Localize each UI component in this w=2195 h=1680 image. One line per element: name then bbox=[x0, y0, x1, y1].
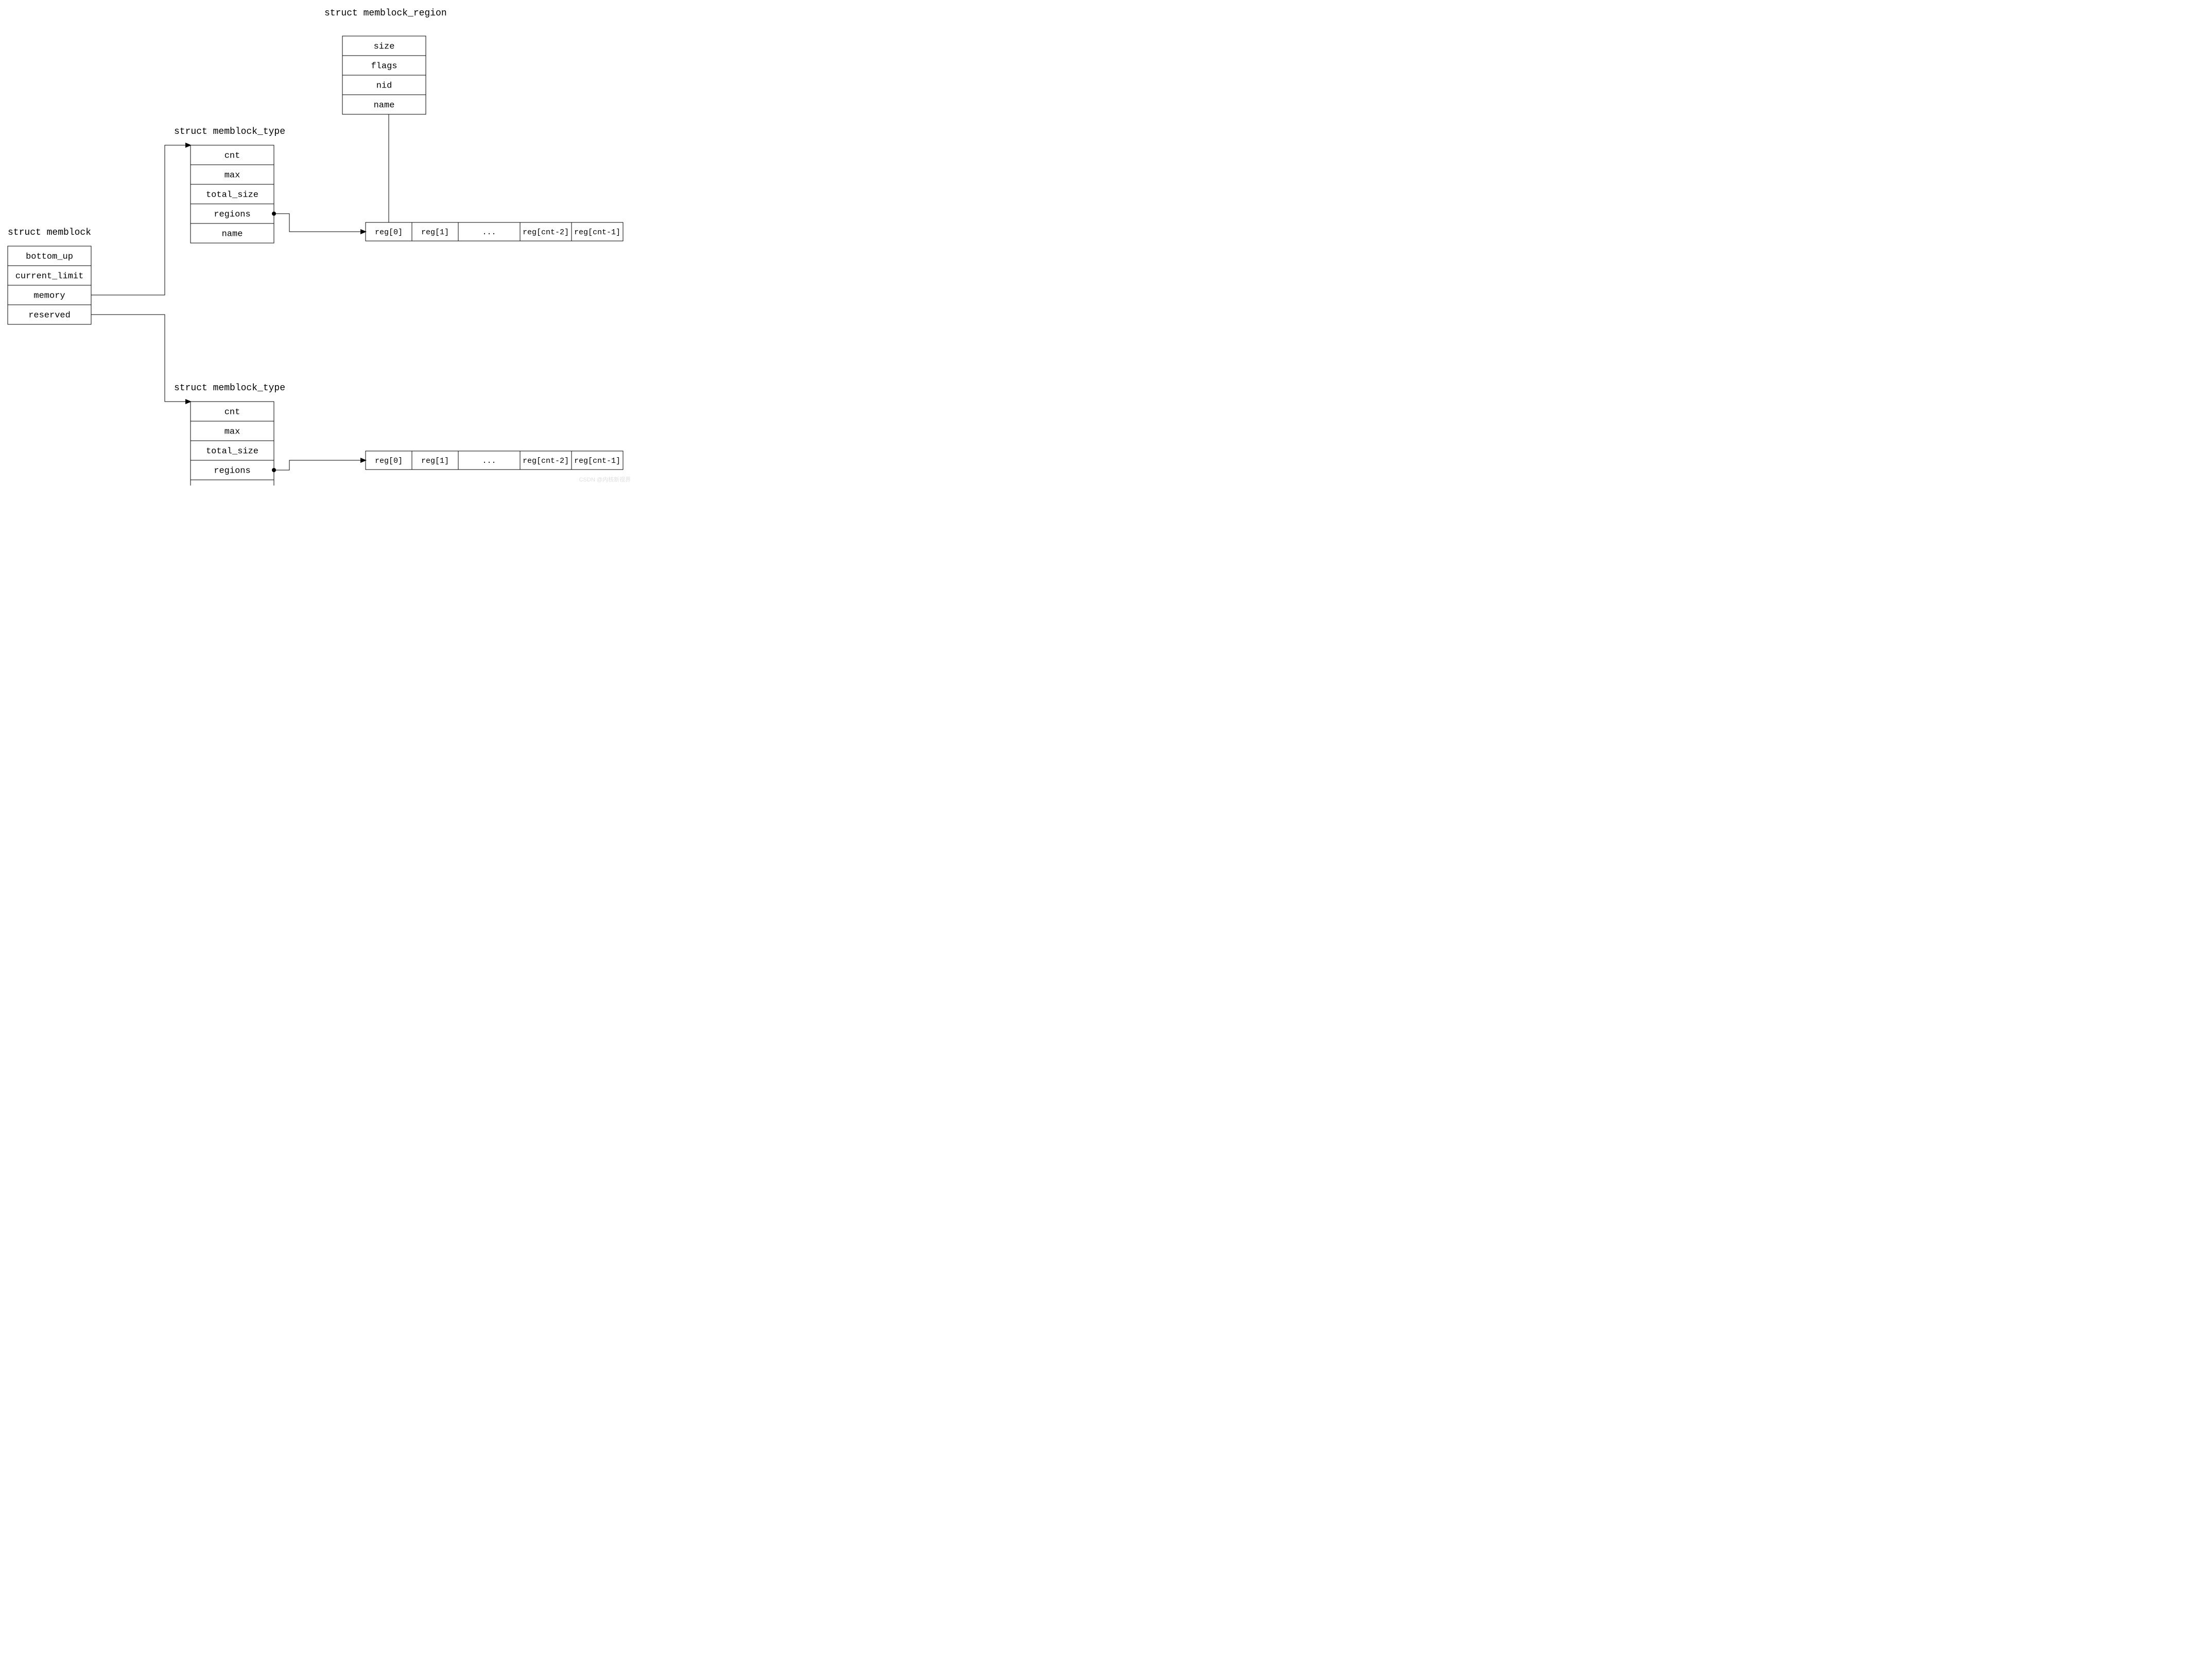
memblock-type-2-struct-field-regions-label: regions bbox=[214, 466, 250, 476]
reg-array-1-cell-0-label: reg[0] bbox=[375, 228, 403, 237]
memblock-type-2-struct-field-total_size-label: total_size bbox=[206, 446, 258, 456]
reg-array-2-cell-4-label: reg[cnt-1] bbox=[574, 457, 620, 465]
diagram-canvas: struct memblock bottom_up current_limitmem… bbox=[0, 0, 634, 486]
memblock-region-struct-field-nid-label: nid bbox=[376, 81, 392, 91]
reg-array-2-cell-3-label: reg[cnt-2] bbox=[523, 457, 569, 465]
reg-array-1-cell-2-label: ... bbox=[482, 228, 496, 237]
reg-array-1-cell-1-label: reg[1] bbox=[421, 228, 449, 237]
memblock-type-2-struct-field-max-label: max bbox=[224, 427, 240, 437]
memblock-region-struct-field-size-label: size bbox=[374, 42, 395, 51]
memblock-type-1-struct-field-name-label: name bbox=[222, 229, 243, 239]
memblock-region-struct-field-name-label: name bbox=[374, 100, 395, 110]
reg-array-1-cell-4-label: reg[cnt-1] bbox=[574, 228, 620, 237]
memblock-type-1-struct-title: struct memblock_type bbox=[174, 127, 285, 137]
edge-type2-regions-to-array bbox=[274, 460, 366, 470]
memblock-struct-title: struct memblock bbox=[8, 228, 91, 238]
reg-array-2-cell-0-label: reg[0] bbox=[375, 457, 403, 465]
memblock-region-struct-title: struct memblock_region bbox=[324, 8, 447, 19]
memblock-type-1-struct-field-cnt-label: cnt bbox=[224, 151, 240, 161]
reg-array-2-cell-1-label: reg[1] bbox=[421, 457, 449, 465]
memblock-type-1-struct-field-total_size-label: total_size bbox=[206, 190, 258, 200]
memblock-struct-field-current_limit-label: current_limit bbox=[15, 271, 84, 281]
memblock-struct-field-memory-label: memory bbox=[33, 291, 65, 301]
reg-array-2-cell-2-label: ... bbox=[482, 457, 496, 465]
reg-array-1-cell-3-label: reg[cnt-2] bbox=[523, 228, 569, 237]
memblock-type-2-struct-field-name bbox=[191, 480, 274, 486]
memblock-struct-field-reserved-label: reserved bbox=[28, 310, 71, 320]
memblock-struct-field-bottom_up-label: bottom_up bbox=[26, 252, 73, 262]
memblock-type-2-struct-field-cnt-label: cnt bbox=[224, 407, 240, 417]
memblock-region-struct-field-flags-label: flags bbox=[371, 61, 397, 71]
edge-memory-to-type1 bbox=[91, 145, 191, 295]
watermark: CSDN @内核新视界 bbox=[579, 476, 631, 483]
memblock-type-1-struct-field-max-label: max bbox=[224, 170, 240, 180]
memblock-type-1-struct-field-regions-label: regions bbox=[214, 210, 250, 219]
memblock-type-2-struct-title: struct memblock_type bbox=[174, 383, 285, 393]
edge-type1-regions-to-array bbox=[274, 214, 366, 232]
